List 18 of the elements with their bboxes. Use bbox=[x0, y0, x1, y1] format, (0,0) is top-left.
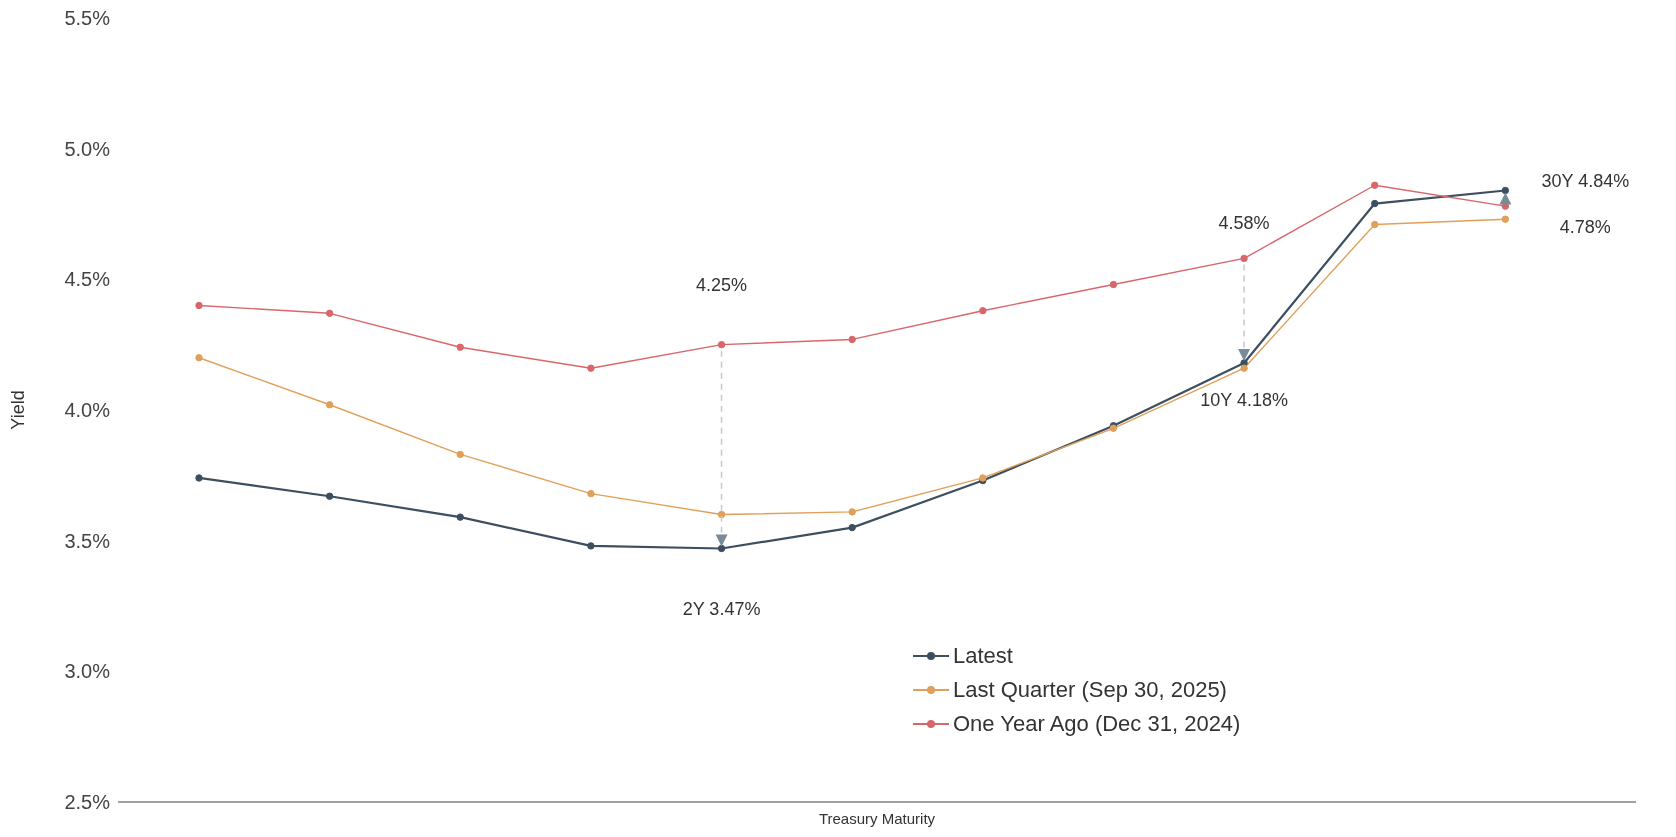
y-axis-title: Yield bbox=[8, 390, 29, 430]
legend-label: Last Quarter (Sep 30, 2025) bbox=[953, 677, 1227, 703]
y-tick-label: 3.5% bbox=[64, 529, 111, 552]
y-tick-label: 5.0% bbox=[64, 137, 111, 160]
annotation: 2Y 3.47% bbox=[682, 598, 761, 619]
annotation: 4.25% bbox=[696, 275, 748, 296]
annotation: 4.78% bbox=[1559, 216, 1611, 237]
y-tick-label: 3.0% bbox=[64, 660, 111, 683]
annotation: 30Y 4.84% bbox=[1541, 170, 1630, 191]
x-axis-title: Treasury Maturity bbox=[818, 810, 936, 827]
y-tick-label: 2.5% bbox=[64, 791, 111, 814]
y-tick-label: 4.5% bbox=[64, 268, 111, 291]
annotation: 10Y 4.18% bbox=[1200, 390, 1288, 411]
legend-label: One Year Ago (Dec 31, 2024) bbox=[953, 711, 1241, 737]
y-tick-label: 5.5% bbox=[64, 7, 111, 30]
y-tick-label: 4.0% bbox=[64, 399, 111, 422]
annotation: 4.58% bbox=[1218, 212, 1270, 233]
legend-label: Latest bbox=[953, 643, 1013, 669]
